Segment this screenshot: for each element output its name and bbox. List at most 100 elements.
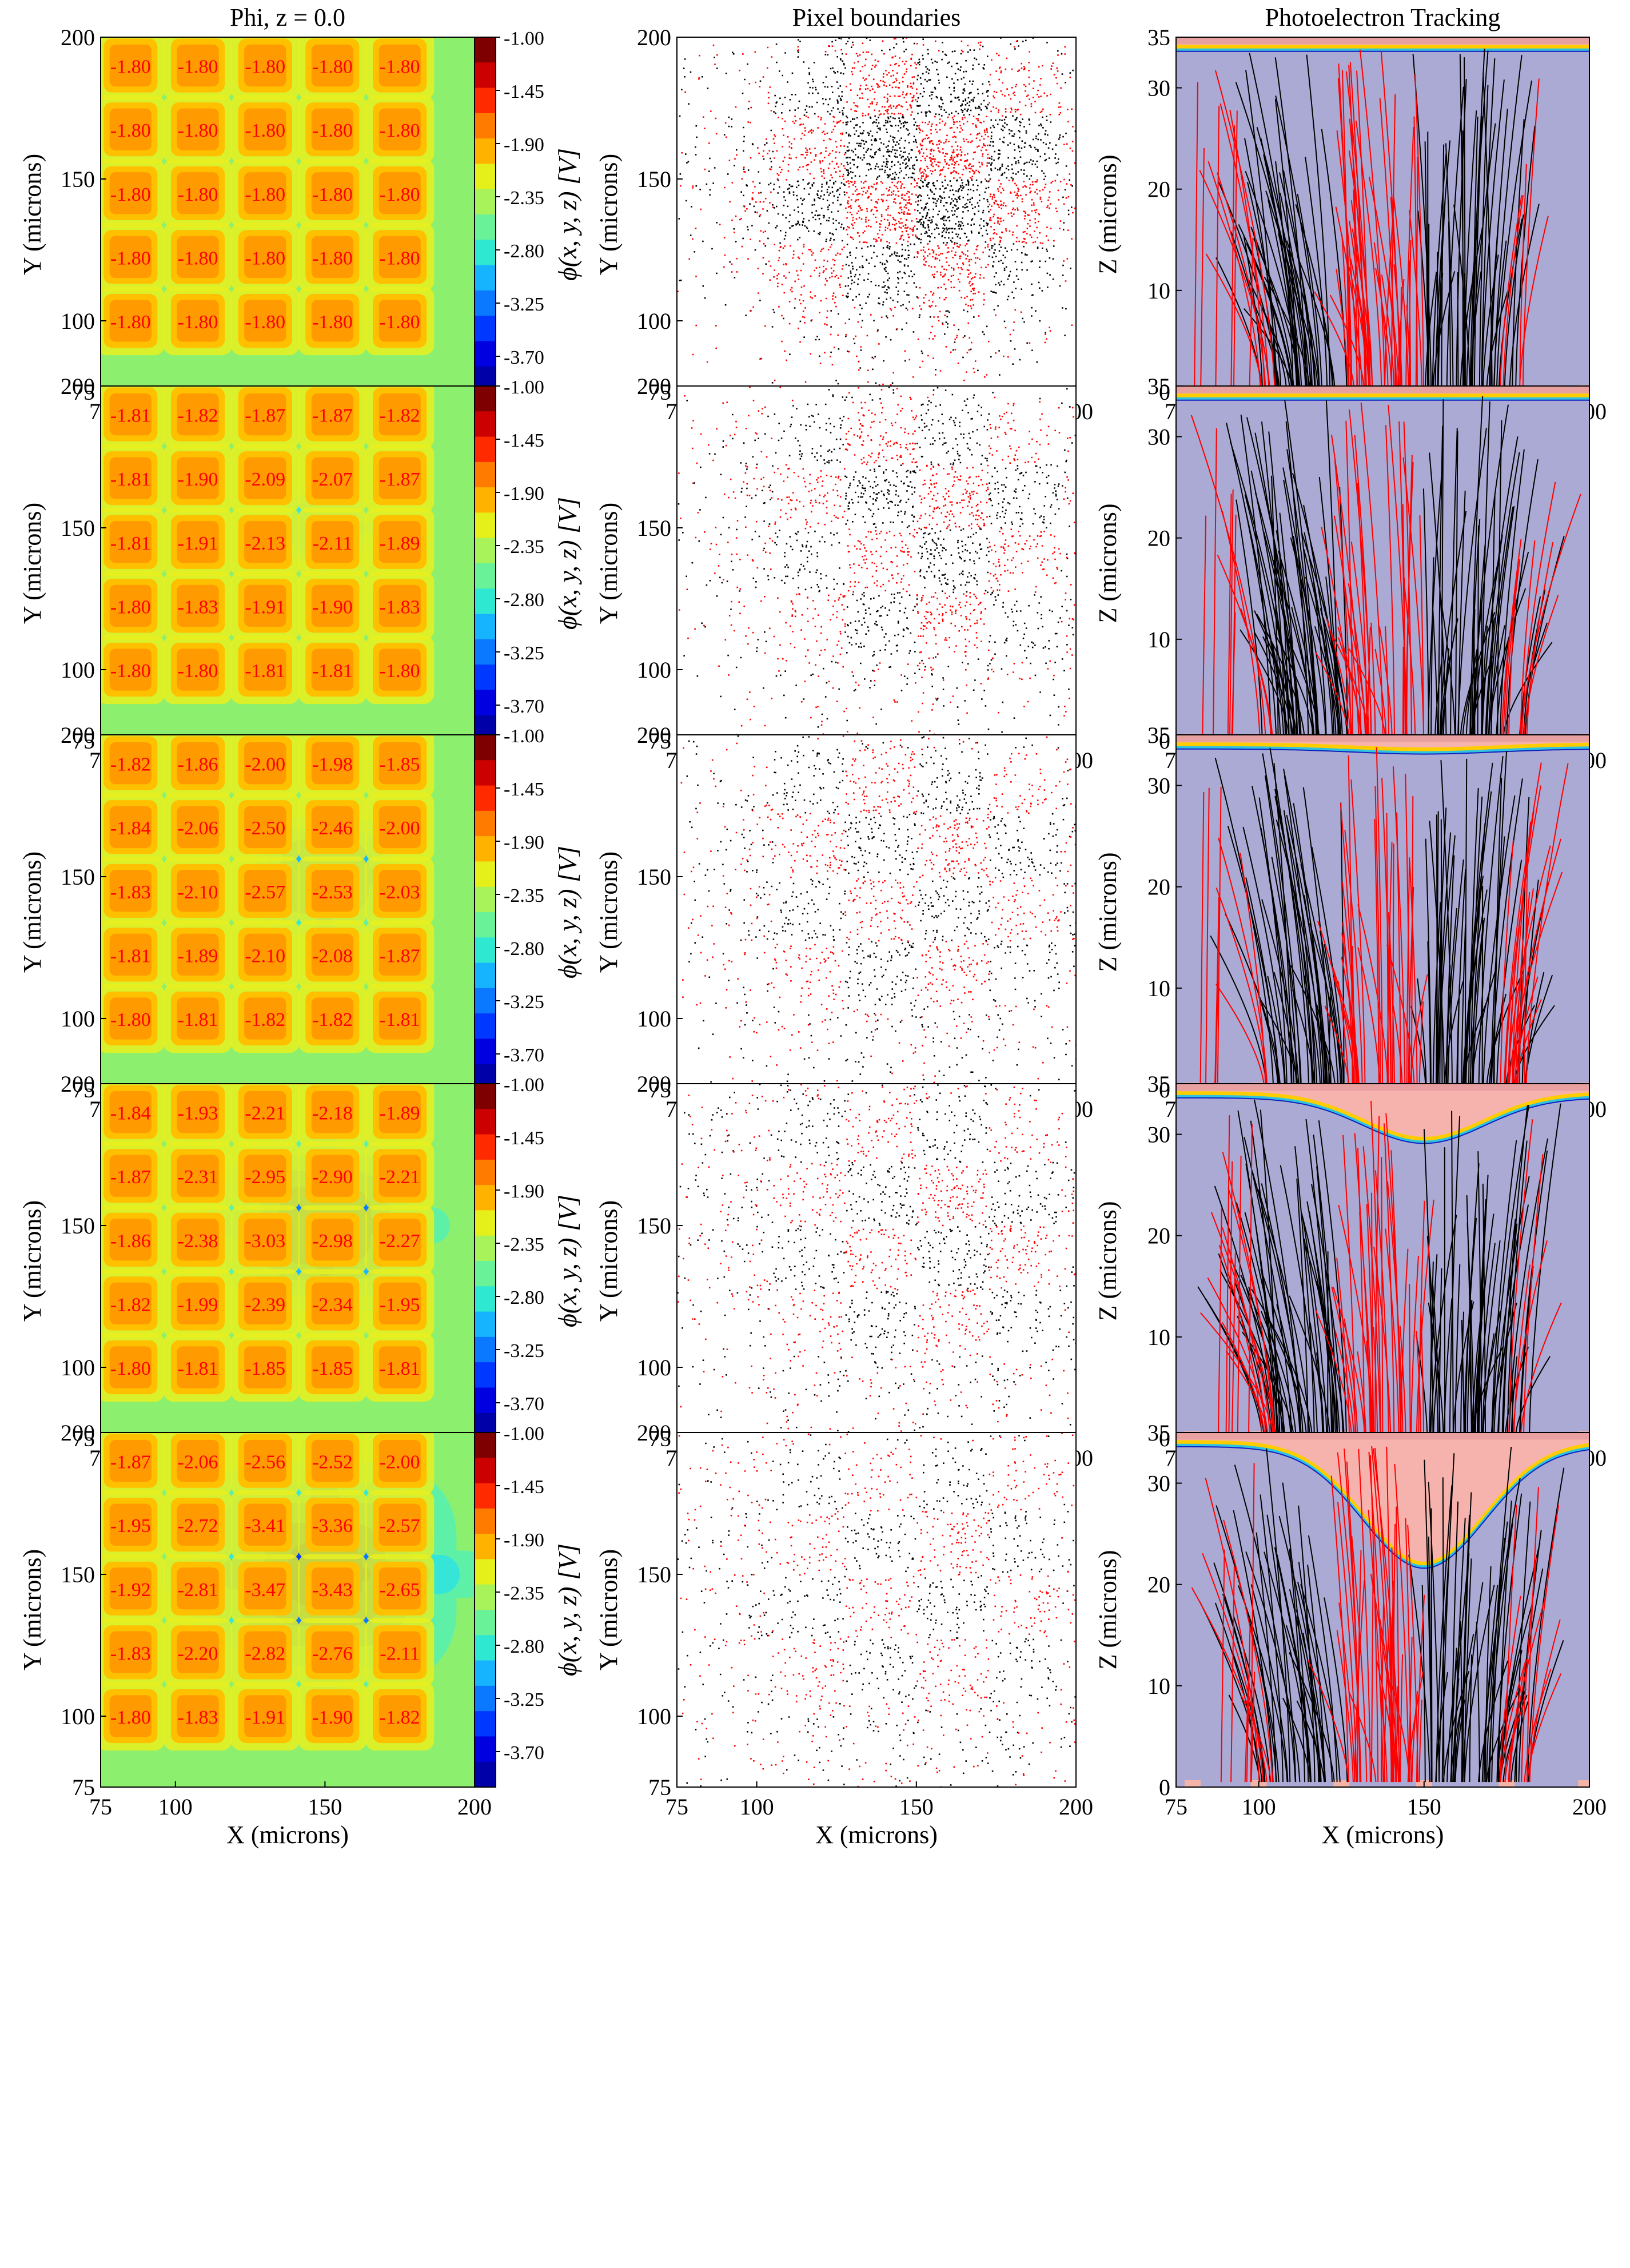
colorbar-band xyxy=(475,1038,496,1065)
pixel-core xyxy=(378,236,421,278)
pixel-core xyxy=(109,521,152,563)
pixel-core xyxy=(177,1503,219,1546)
pixel-potential-label: -1.90 xyxy=(312,1707,353,1728)
pixel-core xyxy=(378,584,421,627)
top-gate-band xyxy=(1176,1433,1589,1440)
y-tick-label: 200 xyxy=(61,25,95,50)
y-tick-label: 200 xyxy=(637,1420,671,1446)
pixel-potential-label: -2.46 xyxy=(312,818,353,839)
pixel-potential-label: -1.89 xyxy=(380,1103,420,1124)
colorbar-tick-label: -1.90 xyxy=(504,134,544,156)
pixel-potential-label: -2.20 xyxy=(178,1643,218,1664)
contour-band-blue xyxy=(1176,1097,1589,1144)
pixel-potential-label: -1.90 xyxy=(312,596,353,618)
pixel-core xyxy=(177,933,219,976)
y-tick-label: 35 xyxy=(1147,25,1170,50)
y-tick-label: 200 xyxy=(61,1420,95,1446)
black-tracks xyxy=(1215,49,1540,387)
y-tick-label: 20 xyxy=(1147,1572,1170,1598)
pixel-core xyxy=(177,1155,219,1197)
y-tick-label: 150 xyxy=(637,864,671,890)
x-tick-label: 100 xyxy=(1242,1794,1276,1820)
colorbar-tick-label: -2.35 xyxy=(504,1234,544,1255)
y-tick-label: 10 xyxy=(1147,627,1170,652)
pixel-potential-label: -3.43 xyxy=(312,1579,353,1601)
pixel-potential-label: -2.00 xyxy=(380,818,420,839)
colorbar-band xyxy=(475,614,496,640)
pixel-core xyxy=(109,1631,152,1674)
tracking-area xyxy=(1176,735,1589,1089)
pixel-potential-label: -1.80 xyxy=(380,184,420,205)
black-tracks xyxy=(1197,1099,1561,1434)
pixel-potential-label: -1.82 xyxy=(312,1009,353,1030)
y-tick-label: 100 xyxy=(637,1355,671,1380)
pixel-core xyxy=(311,457,354,499)
pixel-core xyxy=(244,44,286,87)
pixel-core xyxy=(244,806,286,848)
colorbar-band xyxy=(475,1433,496,1459)
pixel-potential-label: -1.80 xyxy=(110,120,151,141)
depletion-region xyxy=(1176,1084,1589,1140)
colorbar-band xyxy=(475,265,496,291)
scatter-background xyxy=(677,735,1076,1089)
pixel-core xyxy=(378,1282,421,1325)
pixel-potential-label: -2.56 xyxy=(245,1452,285,1473)
y-tick-label: 0 xyxy=(1159,379,1170,405)
pixel-core xyxy=(378,870,421,912)
tracking-area xyxy=(1176,386,1589,741)
colorbar-tick-label: -3.25 xyxy=(504,1340,544,1362)
heatmap-area: -1.84 -1.93 -2.21 -2.18 -1.89 -1.87 -2.31 -2.95… xyxy=(101,1084,475,1438)
pixel-core xyxy=(244,108,286,150)
x-tick-label: 75 xyxy=(665,1794,688,1820)
colorbar-tick-label: -1.45 xyxy=(504,81,544,102)
pixel-core xyxy=(378,300,421,342)
y-axis-label: Y (microns) xyxy=(18,154,46,275)
pixel-core xyxy=(244,300,286,342)
pixel-potential-label: -3.03 xyxy=(245,1231,285,1252)
pixel-potential-label: -1.85 xyxy=(312,1358,353,1379)
pixel-core xyxy=(244,172,286,214)
pixel-potential-label: -1.82 xyxy=(380,405,420,427)
colorbar-band xyxy=(475,1286,496,1312)
pixel-core xyxy=(311,1503,354,1546)
pixel-potential-label: -1.89 xyxy=(380,533,420,554)
colorbar-band xyxy=(475,1387,496,1414)
colorbar: -1.00 -1.45 -1.90 -2.35 -2.80 -3.25 -3.70 ϕ(x, … xyxy=(474,28,582,392)
colorbar: -1.00 -1.45 -1.90 -2.35 -2.80 -3.25 -3.70 ϕ(x, … xyxy=(474,1423,582,1788)
pixel-core xyxy=(109,1346,152,1388)
pixel-potential-label: -2.03 xyxy=(380,882,420,903)
x-tick-label: 200 xyxy=(1572,1794,1607,1820)
pixel-core xyxy=(109,1439,152,1482)
pixel-potential-label: -1.80 xyxy=(178,184,218,205)
colorbar: -1.00 -1.45 -1.90 -2.35 -2.80 -3.25 -3.70 ϕ(x, … xyxy=(474,726,582,1090)
pixel-potential-label: -1.87 xyxy=(245,405,285,427)
y-axis-label: Z (microns) xyxy=(1094,155,1122,274)
pixel-core xyxy=(378,1567,421,1610)
colorbar-tick-label: -1.45 xyxy=(504,430,544,451)
colorbar: -1.00 -1.45 -1.90 -2.35 -2.80 -3.25 -3.70 ϕ(x, … xyxy=(474,377,582,741)
pixel-potential-label: -2.38 xyxy=(178,1231,218,1252)
y-tick-label: 30 xyxy=(1147,75,1170,101)
pixel-potential-label: -1.83 xyxy=(178,1707,218,1728)
y-tick-label: 75 xyxy=(648,1077,671,1103)
pixel-core xyxy=(311,172,354,214)
pixel-core xyxy=(109,1503,152,1546)
pixel-core xyxy=(109,933,152,976)
colorbar-tick-label: -1.90 xyxy=(504,832,544,853)
colorbar-band xyxy=(475,411,496,437)
colorbar-label: ϕ(x, y, z) [V] xyxy=(553,1543,582,1676)
pixel-potential-label: -2.10 xyxy=(178,882,218,903)
colorbar-band xyxy=(475,588,496,615)
pixel-potential-label: -2.34 xyxy=(312,1294,353,1315)
pixel-core xyxy=(177,870,219,912)
red-tracks xyxy=(1191,1446,1562,1782)
pixel-core xyxy=(311,742,354,785)
y-tick-label: 75 xyxy=(72,1077,95,1103)
tracking-panel-1: Photoelectron Tracking75100150200X (micr… xyxy=(1094,3,1607,453)
pixel-potential-label: -2.81 xyxy=(178,1579,218,1601)
pixel-core xyxy=(311,648,354,691)
y-tick-label: 150 xyxy=(61,1562,95,1587)
y-tick-label: 75 xyxy=(648,728,671,754)
pixel-potential-label: -1.85 xyxy=(380,754,420,775)
pixel-potential-label: -1.83 xyxy=(380,596,420,618)
